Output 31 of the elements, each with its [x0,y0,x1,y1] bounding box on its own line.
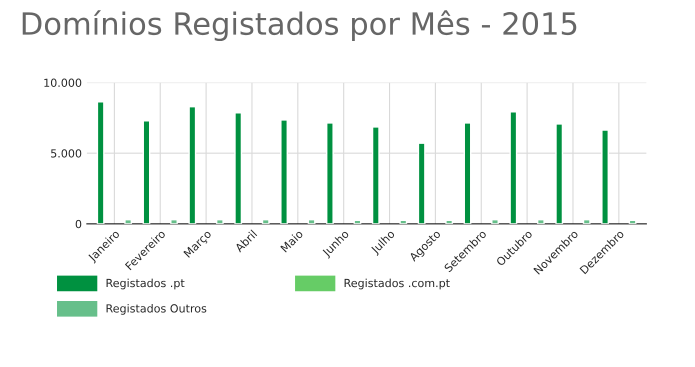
bar [280,119,288,224]
bar [601,129,609,224]
bar [326,122,334,224]
chart-title: Domínios Registados por Mês - 2015 [22,10,576,42]
y-tick-label: 5.000 [51,149,82,158]
bar [124,218,132,224]
bar [582,218,591,224]
bar [445,220,454,224]
y-tick-label: 0 [76,220,82,228]
bar [509,111,518,224]
bar [142,120,150,224]
bar [308,218,316,224]
bar [262,218,270,224]
bar [170,218,178,224]
bar [536,218,545,224]
bar [464,122,472,224]
bar [399,220,408,224]
legend-label: Registados .com.pt [344,278,450,290]
bar [418,142,426,224]
bar [555,123,564,224]
legend-label: Registados Outros [106,304,206,315]
bar [628,220,636,224]
y-tick-label: 10.000 [44,78,82,87]
bar [96,101,105,224]
bar [188,106,196,224]
legend-label: Registados .pt [106,278,184,290]
bar [216,218,224,224]
bar [234,112,242,224]
bar [491,218,499,224]
bar [354,220,362,224]
bar [372,126,380,224]
